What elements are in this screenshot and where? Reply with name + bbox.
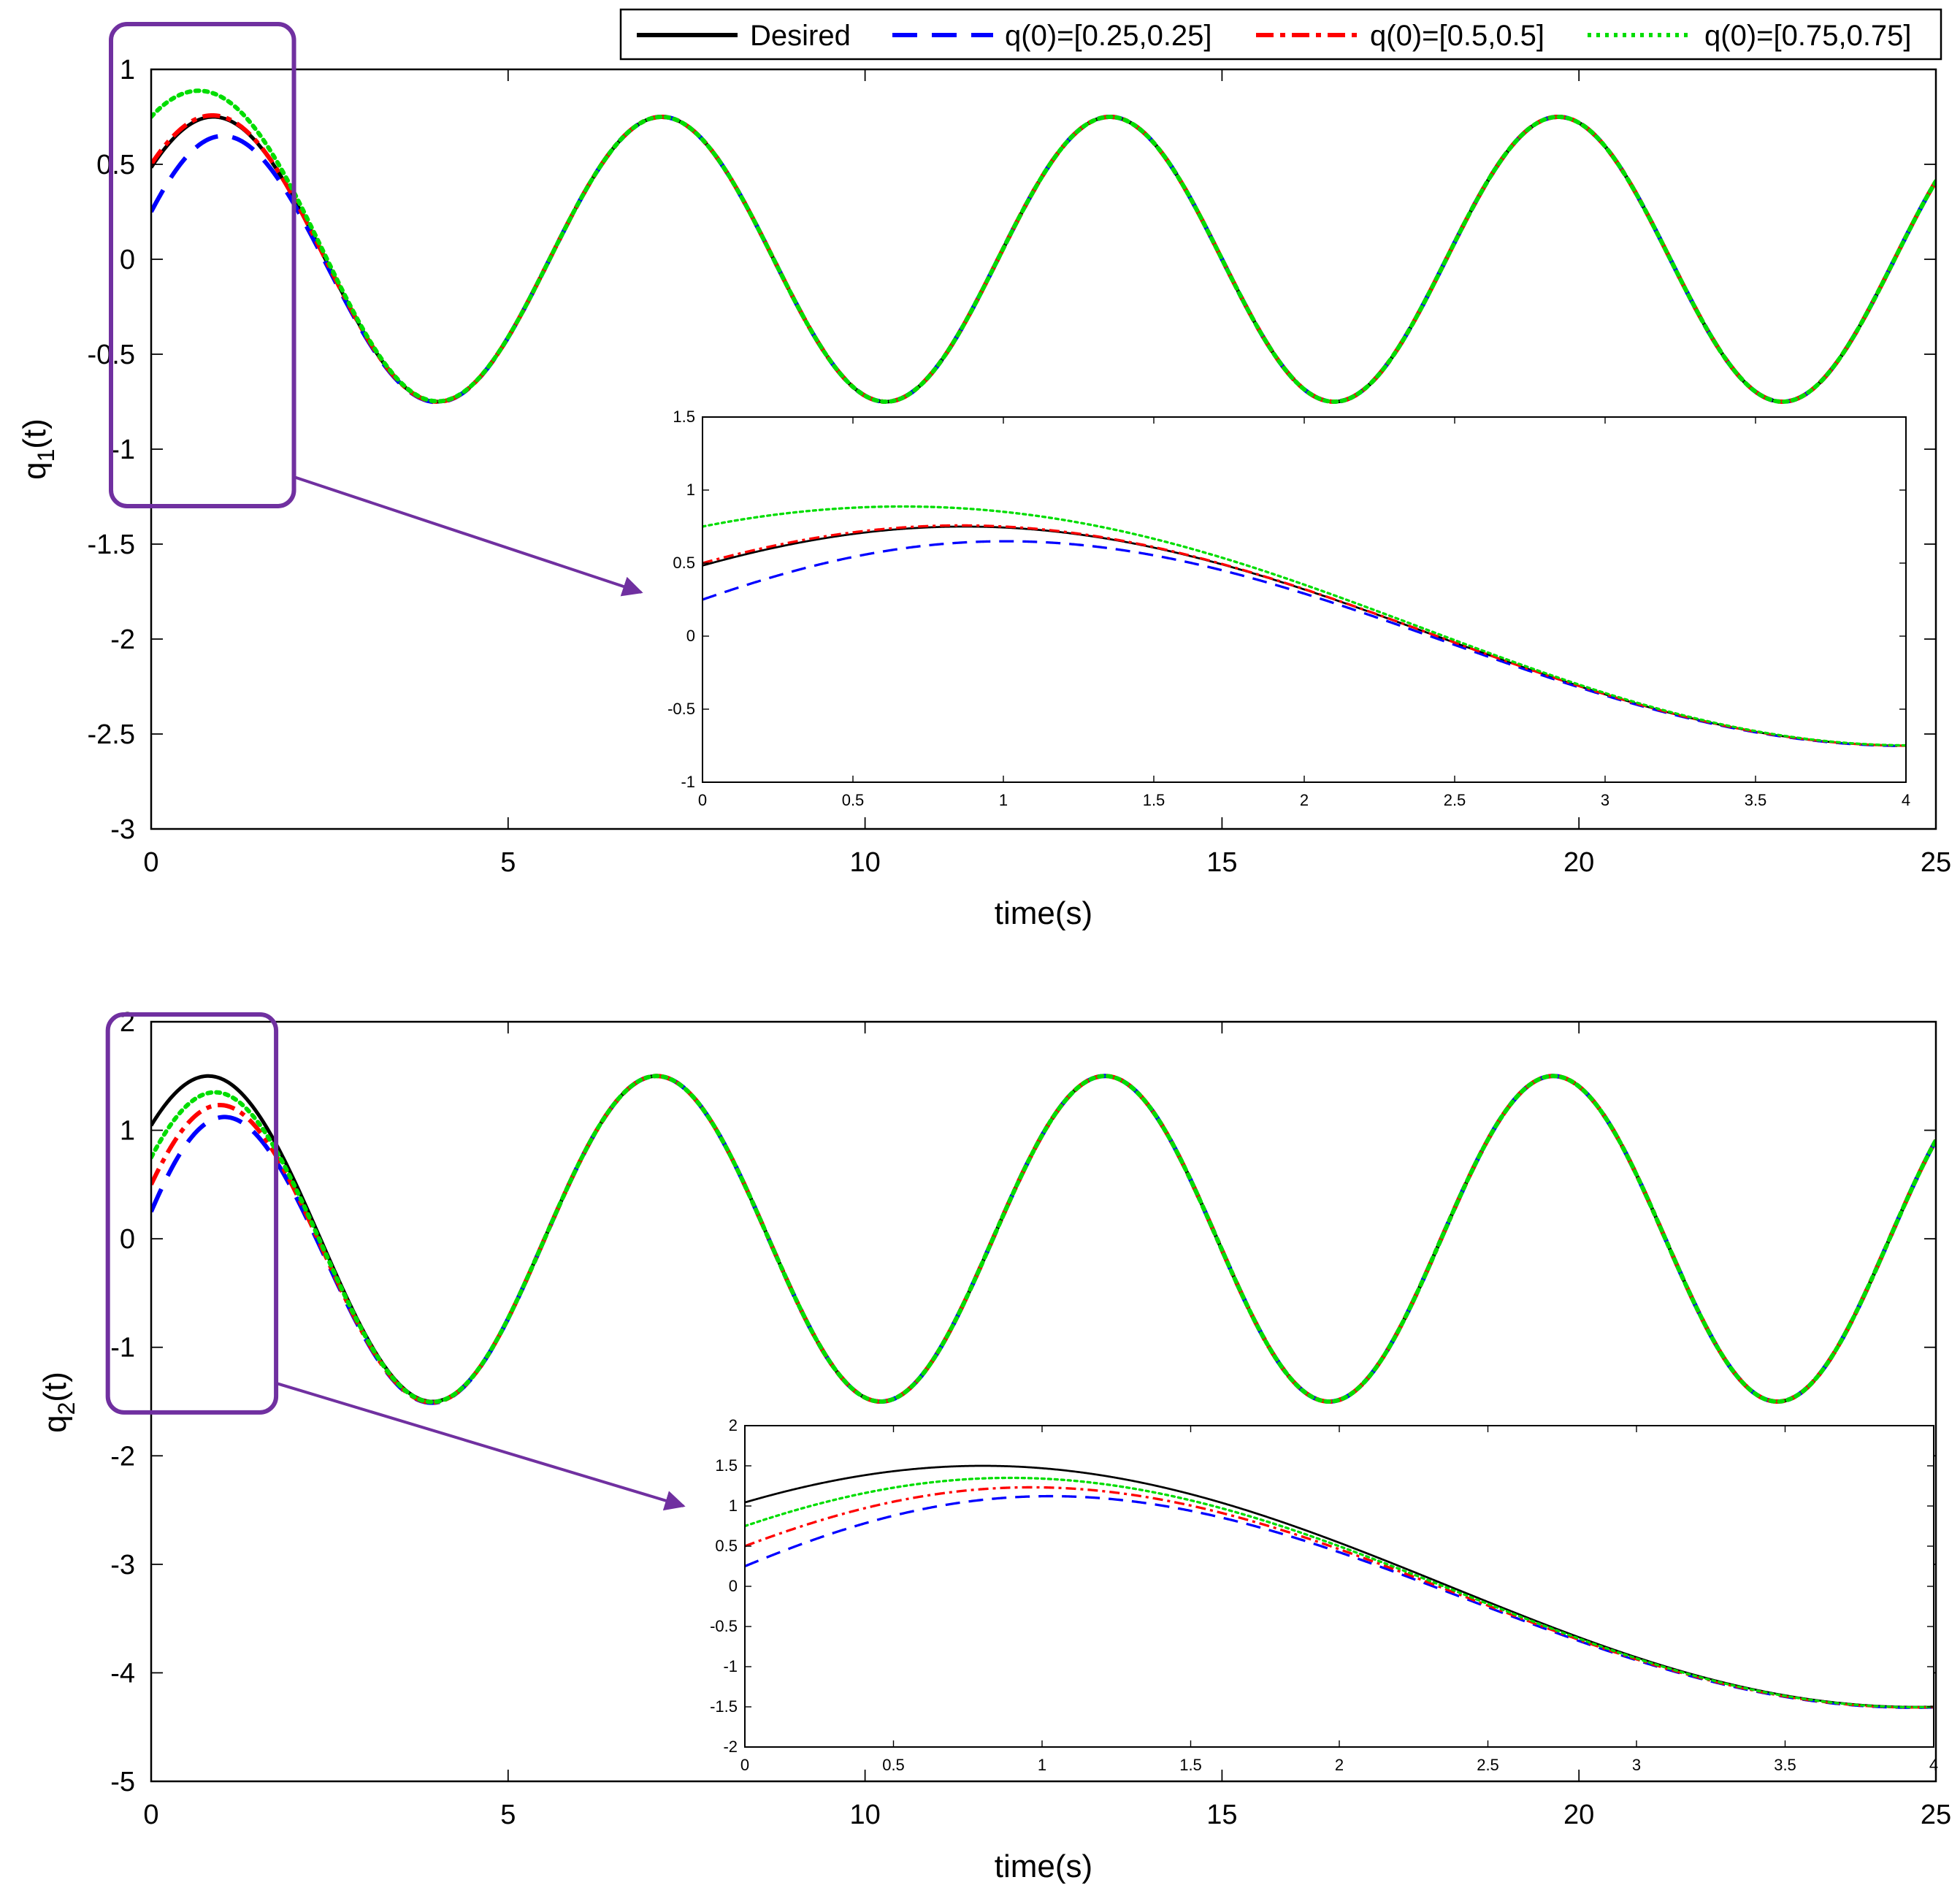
- q2-inset-plot-area: [745, 1426, 1934, 1747]
- q2-ytick-label: 1: [120, 1116, 135, 1147]
- q2-inset-ytick-label: -1.5: [710, 1697, 738, 1716]
- q1-inset-series-q0-05: [703, 524, 1906, 747]
- q2-ylabel: q2(t): [37, 1372, 80, 1433]
- q1-xtick-label: 0: [143, 847, 158, 878]
- q1-zoom-arrow: [293, 475, 643, 597]
- q2-xtick-label: 25: [1921, 1800, 1951, 1830]
- q1-inset-ytick-label: 0.5: [673, 554, 695, 572]
- q1-inset-xtick-label: 3: [1601, 791, 1609, 809]
- legend-label-desired: Desired: [750, 20, 851, 52]
- q1-inset-ytick-label: 0: [686, 627, 695, 645]
- q1-series-q0-075: [151, 88, 1936, 405]
- q1-xtick-label: 5: [500, 847, 516, 878]
- q2-inset-xtick-label: 0: [740, 1756, 749, 1774]
- q2-ytick-label: -1: [110, 1333, 135, 1364]
- q1-inset-xtick-label: 2: [1300, 791, 1309, 809]
- q2-xtick-label: 10: [849, 1800, 880, 1830]
- q2-inset-xtick-label: 3: [1632, 1756, 1641, 1774]
- q2-inset-ytick-label: -1: [723, 1657, 738, 1675]
- q1-ytick-label: 1: [120, 55, 135, 85]
- q2-ytick-label: 0: [120, 1224, 135, 1255]
- legend-label-q0-05: q(0)=[0.5,0.5]: [1370, 20, 1544, 52]
- q1-ytick-label: -2.5: [88, 719, 135, 750]
- q2-inset-xtick-label: 1: [1038, 1756, 1046, 1774]
- q1-inset-xtick-label: 1: [999, 791, 1008, 809]
- q1-inset-xtick-label: 0.5: [842, 791, 865, 809]
- q2-series-q0-075: [151, 1074, 1936, 1404]
- q1-ytick-label: -1: [110, 435, 135, 465]
- q1-inset-xtick-label: 3.5: [1745, 791, 1767, 809]
- legend-label-q0-025: q(0)=[0.25,0.25]: [1005, 20, 1212, 52]
- q1-inset-series-q0-075: [703, 505, 1906, 747]
- q1-xlabel: time(s): [995, 895, 1092, 931]
- q2-inset-xtick-label: 4: [1929, 1756, 1938, 1774]
- q2-inset-ytick-label: 1: [729, 1496, 738, 1515]
- q1-ytick-label: -1.5: [88, 530, 135, 560]
- q2-xtick-label: 5: [500, 1800, 516, 1830]
- q2-inset-series-desired: [745, 1464, 1934, 1708]
- q2-inset-series-q0-05: [745, 1486, 1934, 1709]
- q2-inset-xtick-label: 0.5: [882, 1756, 905, 1774]
- q2-ytick-label: -4: [110, 1658, 135, 1689]
- q1-inset-ytick-label: -1: [681, 773, 695, 791]
- q2-zoom-highlight: [105, 1012, 279, 1415]
- q1-inset-xtick-label: 4: [1902, 791, 1910, 809]
- q1-inset-ytick-label: 1.5: [673, 408, 695, 426]
- q2-ytick-label: -3: [110, 1550, 135, 1580]
- q2-inset-ytick-label: 0: [729, 1577, 738, 1595]
- q2-xlabel: time(s): [995, 1849, 1092, 1884]
- q1-ytick-label: -2: [110, 624, 135, 655]
- q1-xtick-label: 25: [1921, 847, 1951, 878]
- q2-inset-xtick-label: 3.5: [1774, 1756, 1796, 1774]
- q2-inset-xtick-label: 2: [1335, 1756, 1344, 1774]
- q1-inset-ytick-label: 1: [686, 481, 695, 499]
- q1-xtick-label: 15: [1206, 847, 1237, 878]
- q2-frame: [150, 1020, 1937, 1783]
- q1-inset-xtick-label: 2.5: [1444, 791, 1466, 809]
- legend: Desired q(0)=[0.25,0.25] q(0)=[0.5,0.5] …: [619, 8, 1942, 61]
- q2-inset-ytick-label: 2: [729, 1416, 738, 1434]
- q2-ytick-label: -5: [110, 1767, 135, 1797]
- plot-q1: 0 5 10 15 20 2510.50-0.5-1-1.5-2-2.5-3time(s)…: [17, 22, 1951, 931]
- q1-zoom-highlight: [109, 22, 296, 508]
- q1-inset-xtick-label: 1.5: [1143, 791, 1165, 809]
- q1-xtick-label: 20: [1563, 847, 1594, 878]
- q1-ytick-label: 0.5: [96, 150, 135, 180]
- q2-ytick-label: 2: [120, 1007, 135, 1038]
- q1-ytick-label: -3: [110, 814, 135, 845]
- q2-zoom-arrow: [275, 1381, 686, 1511]
- q2-inset-ytick-label: 0.5: [715, 1537, 738, 1555]
- q1-ylabel: q1(t): [17, 418, 59, 480]
- q1-ytick-label: 0: [120, 245, 135, 275]
- legend-label-q0-075: q(0)=[0.75,0.75]: [1704, 20, 1912, 52]
- q2-inset-ytick-label: 1.5: [715, 1456, 738, 1475]
- q2-xtick-label: 15: [1206, 1800, 1237, 1830]
- q1-xtick-label: 10: [849, 847, 880, 878]
- q2-inset-xtick-label: 2.5: [1477, 1756, 1499, 1774]
- q2-inset-ytick-label: -0.5: [710, 1617, 738, 1635]
- q2-inset-xtick-label: 1.5: [1179, 1756, 1202, 1774]
- q2-ytick-label: -2: [110, 1441, 135, 1472]
- q2-xtick-label: 20: [1563, 1800, 1594, 1830]
- q1-inset-ytick-label: -0.5: [667, 700, 695, 718]
- q1-inset-xtick-label: 0: [698, 791, 707, 809]
- q2-inset-series-q0-075: [745, 1476, 1934, 1709]
- q2-inset-ytick-label: -2: [723, 1738, 738, 1756]
- q2-xtick-label: 0: [143, 1800, 158, 1830]
